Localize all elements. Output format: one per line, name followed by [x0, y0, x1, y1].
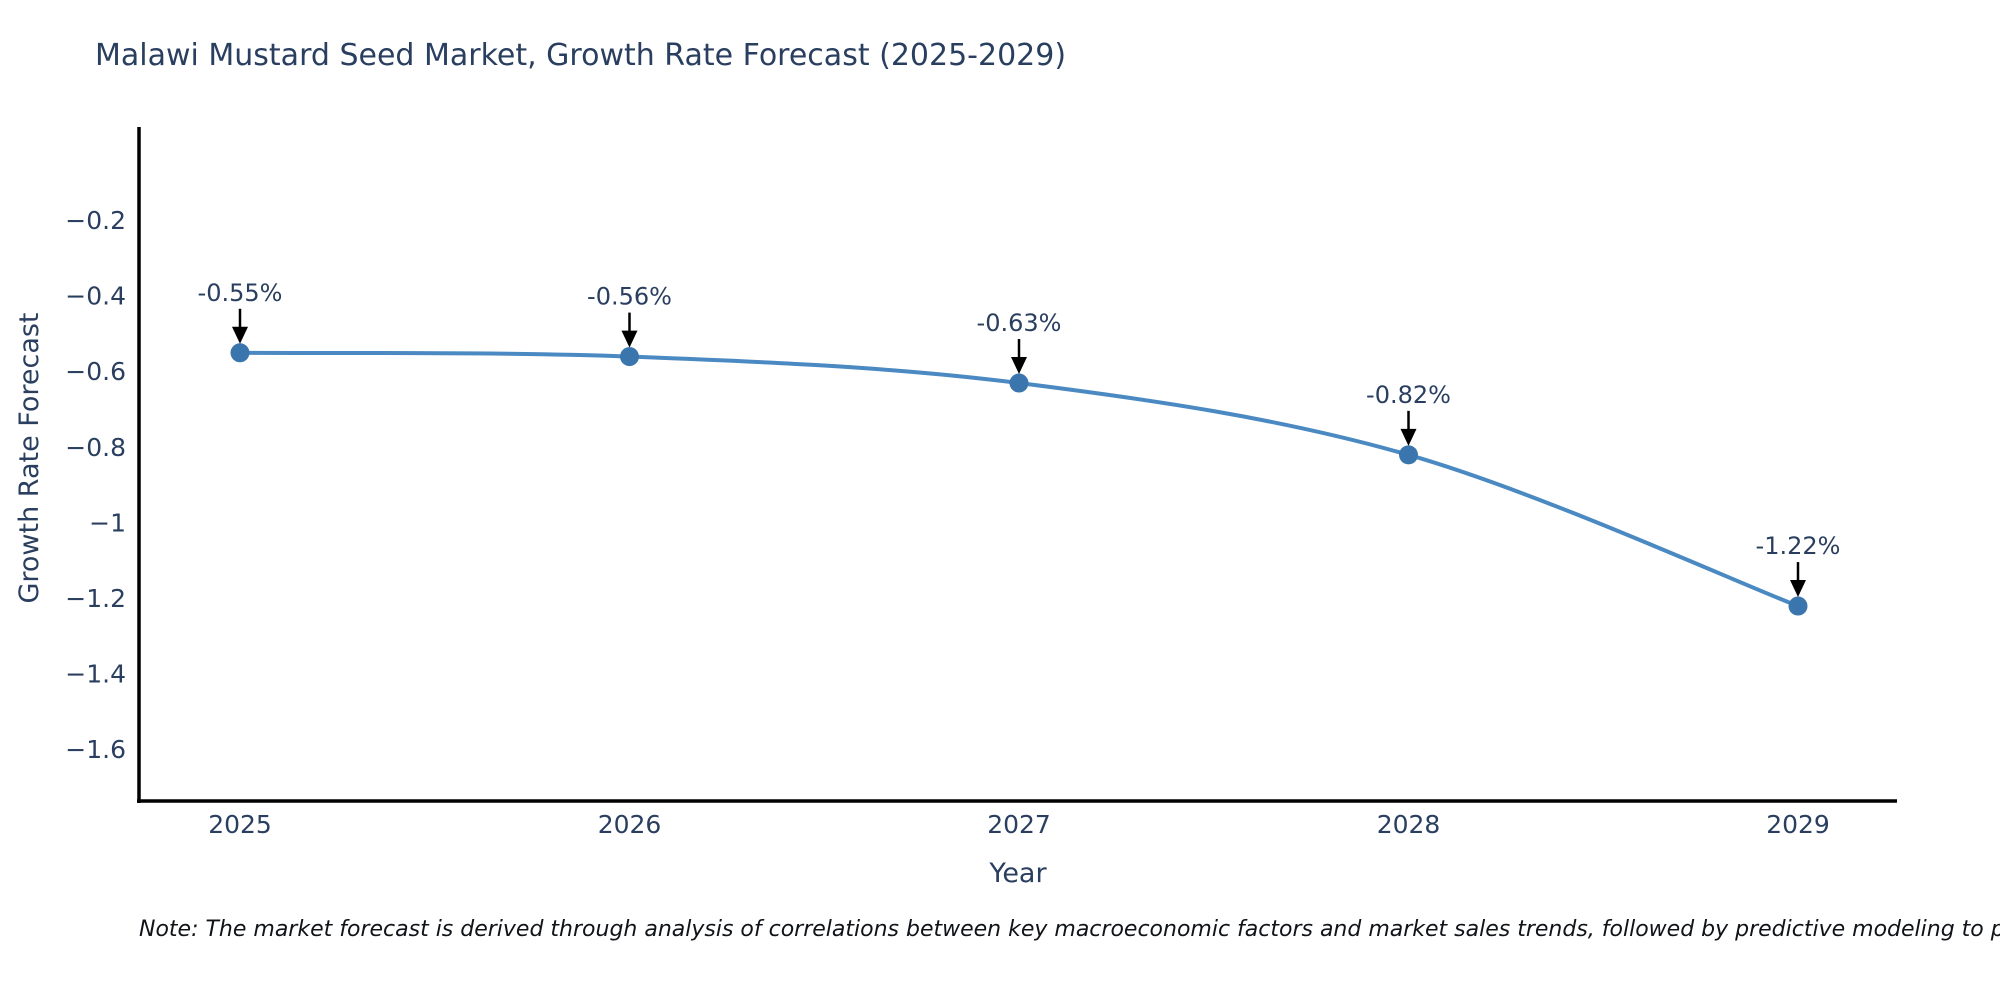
data-point-marker — [620, 347, 639, 367]
data-point-marker — [230, 343, 250, 363]
y-tick-label: −0.2 — [65, 206, 126, 235]
point-annotation-label: -0.55% — [198, 279, 283, 307]
y-tick-label: −0.6 — [65, 357, 126, 386]
x-tick-label: 2028 — [1377, 810, 1441, 839]
point-annotation-label: -0.56% — [587, 283, 672, 311]
x-axis-title: Year — [989, 858, 1047, 889]
footnote: Note: The market forecast is derived thr… — [139, 917, 2000, 942]
point-annotation-label: -0.82% — [1366, 381, 1451, 409]
x-tick-label: 2026 — [598, 810, 662, 839]
y-tick-label: −1 — [89, 508, 126, 537]
annotation-arrowhead — [1790, 580, 1806, 598]
point-annotation-label: -1.22% — [1756, 532, 1841, 560]
data-point-marker — [1009, 373, 1029, 393]
y-tick-label: −1.2 — [65, 584, 126, 613]
annotation-arrowhead — [232, 326, 248, 344]
data-point-marker — [1399, 445, 1418, 465]
y-tick-label: −1.6 — [65, 735, 126, 764]
x-tick-label: 2029 — [1766, 810, 1830, 839]
point-annotation-label: -0.63% — [977, 309, 1062, 337]
chart-title: Malawi Mustard Seed Market, Growth Rate … — [95, 38, 1067, 73]
annotation-arrowhead — [621, 330, 638, 348]
data-point-marker — [1788, 596, 1808, 616]
y-tick-label: −1.4 — [65, 660, 126, 689]
annotation-arrowhead — [1400, 428, 1417, 446]
annotation-arrowhead — [1011, 357, 1027, 375]
x-tick-label: 2027 — [987, 810, 1051, 839]
x-tick-label: 2025 — [208, 810, 272, 839]
y-tick-label: −0.8 — [65, 433, 126, 462]
y-tick-label: −0.4 — [65, 282, 126, 311]
